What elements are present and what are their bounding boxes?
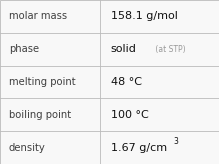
Text: 1.67 g/cm: 1.67 g/cm [111,143,167,153]
Text: melting point: melting point [9,77,75,87]
Text: molar mass: molar mass [9,11,67,21]
Text: (at STP): (at STP) [153,45,186,54]
Text: density: density [9,143,46,153]
Text: 158.1 g/mol: 158.1 g/mol [111,11,177,21]
Text: solid: solid [111,44,136,54]
Text: boiling point: boiling point [9,110,71,120]
Text: 100 °C: 100 °C [111,110,148,120]
Text: 48 °C: 48 °C [111,77,142,87]
Text: 3: 3 [173,137,178,145]
Text: phase: phase [9,44,39,54]
